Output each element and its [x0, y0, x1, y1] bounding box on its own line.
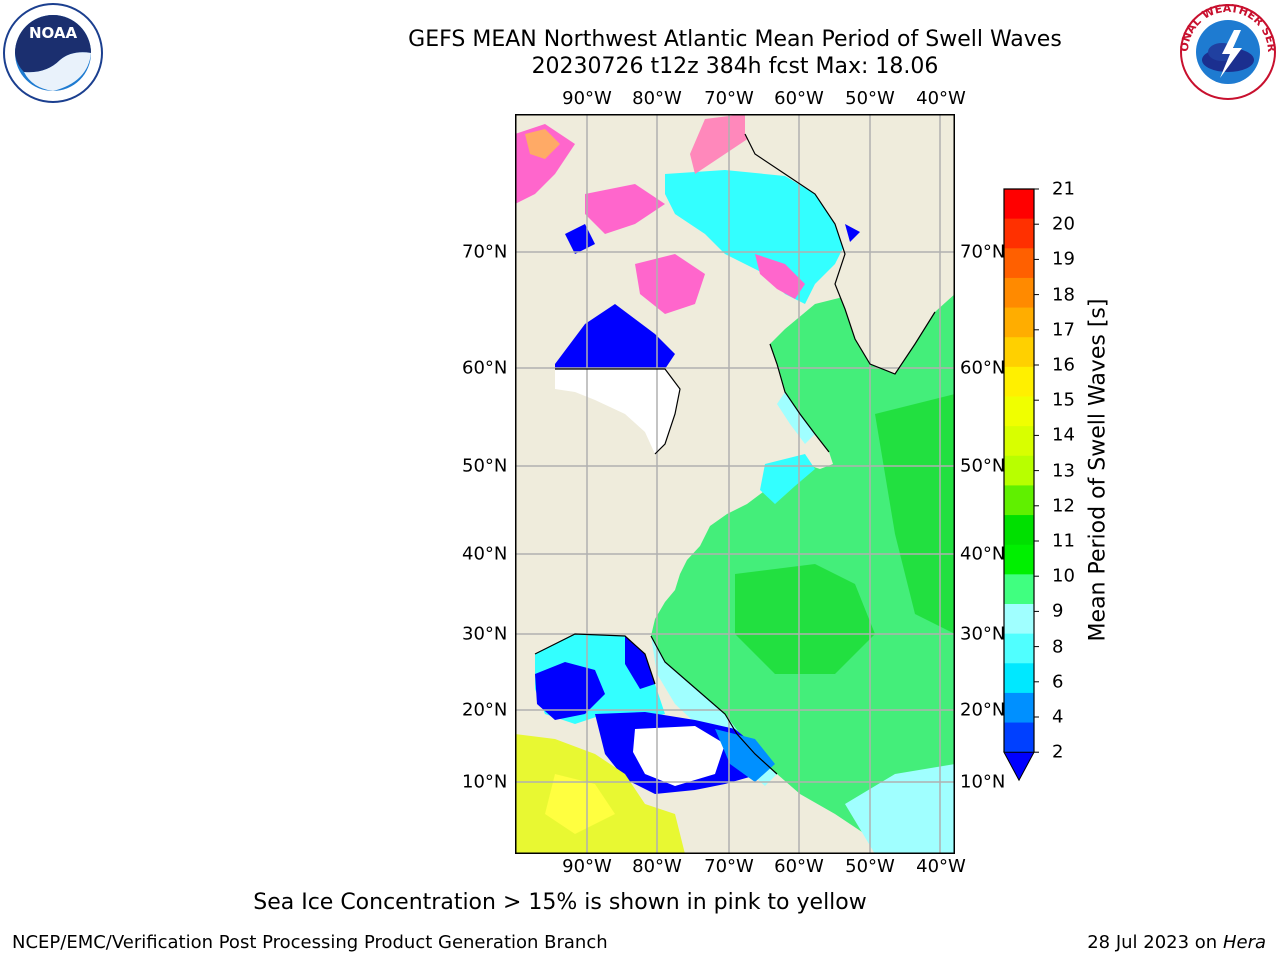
lat-label-right: 70°N — [960, 241, 1006, 263]
colorbar-tick-label: 18 — [1052, 284, 1075, 306]
colorbar-tick-label: 20 — [1052, 213, 1075, 235]
colorbar-tick-label: 17 — [1052, 319, 1075, 341]
noaa-logo-text: NOAA — [29, 24, 78, 42]
labrador-sea — [665, 170, 845, 304]
colorbar-segment — [1004, 426, 1034, 457]
chart-subtitle: 20230726 t12z 384h fcst Max: 18.06 — [531, 54, 939, 79]
colorbar-segment — [1004, 663, 1034, 694]
map-panel — [515, 114, 955, 854]
colorbar-segment — [1004, 248, 1034, 279]
footer-credit: NCEP/EMC/Verification Post Processing Pr… — [12, 932, 608, 953]
colorbar-segment — [1004, 337, 1034, 368]
lat-label-left: 50°N — [462, 455, 508, 477]
nws-logo: NATIONAL WEATHER SERVICE — [1178, 2, 1278, 100]
colorbar-segment — [1004, 307, 1034, 338]
lat-label-right: 40°N — [960, 543, 1006, 565]
lon-label-bottom: 60°W — [774, 856, 824, 877]
colorbar-segment — [1004, 603, 1034, 635]
colorbar-tick-label: 4 — [1052, 706, 1064, 728]
lon-label-bottom: 50°W — [845, 856, 895, 877]
lon-label-top: 50°W — [845, 88, 895, 109]
lon-label-top: 40°W — [916, 88, 966, 109]
lon-label-top: 90°W — [562, 88, 612, 109]
colorbar-segment — [1004, 277, 1034, 309]
colorbar-tick-label: 21 — [1052, 178, 1075, 200]
colorbar-tick-label: 12 — [1052, 495, 1075, 517]
lon-label-top: 80°W — [632, 88, 682, 109]
coastlines — [534, 133, 936, 775]
lat-label-left: 10°N — [462, 771, 508, 793]
lat-label-right: 20°N — [960, 699, 1006, 721]
colorbar-segment — [1004, 544, 1034, 575]
lat-label-right: 10°N — [960, 771, 1006, 793]
lat-label-left: 60°N — [462, 357, 508, 379]
colorbar-tick-label: 13 — [1052, 460, 1075, 482]
lon-label-bottom: 90°W — [562, 856, 612, 877]
lon-label-bottom: 80°W — [632, 856, 682, 877]
hudson-bay — [555, 304, 675, 369]
footer-host: Hera — [1222, 932, 1266, 953]
noaa-logo: NOAA — [3, 3, 103, 103]
lon-label-bottom: 40°W — [916, 856, 966, 877]
colorbar-tick-label: 6 — [1052, 671, 1064, 693]
lat-label-right: 50°N — [960, 455, 1006, 477]
lon-label-bottom: 70°W — [704, 856, 754, 877]
footer-date: 28 Jul 2023 on Hera — [1087, 932, 1266, 953]
colorbar-tick-label: 15 — [1052, 389, 1075, 411]
colorbar-tick-label: 9 — [1052, 600, 1064, 622]
colorbar-segment — [1004, 574, 1034, 605]
lat-label-right: 60°N — [960, 357, 1006, 379]
colorbar-segment — [1004, 485, 1034, 516]
colorbar-segment — [1004, 633, 1034, 664]
colorbar-segment — [1004, 692, 1034, 724]
colorbar-segment — [1004, 218, 1034, 249]
colorbar-segment — [1004, 515, 1034, 546]
colorbar-tick-label: 8 — [1052, 636, 1064, 658]
lat-label-left: 20°N — [462, 699, 508, 721]
lon-label-top: 60°W — [774, 88, 824, 109]
chart-title: GEFS MEAN Northwest Atlantic Mean Period… — [408, 27, 1062, 52]
colorbar-extend-arrow — [1003, 751, 1035, 782]
lat-label-left: 70°N — [462, 241, 508, 263]
sea-ice-note: Sea Ice Concentration > 15% is shown in … — [253, 890, 867, 915]
colorbar-segment — [1004, 366, 1034, 397]
colorbar-tick-label: 19 — [1052, 248, 1075, 270]
colorbar-tick-label: 2 — [1052, 741, 1064, 763]
lat-label-left: 30°N — [462, 623, 508, 645]
colorbar-segment — [1004, 722, 1034, 753]
lat-label-left: 40°N — [462, 543, 508, 565]
lat-label-right: 30°N — [960, 623, 1006, 645]
map-border — [515, 114, 955, 854]
colorbar-tick-label: 10 — [1052, 565, 1075, 587]
colorbar-segment — [1004, 455, 1034, 486]
lon-label-top: 70°W — [704, 88, 754, 109]
colorbar-segment — [1004, 189, 1034, 220]
colorbar — [1003, 188, 1039, 782]
colorbar-segment — [1004, 396, 1034, 427]
footer-date-text: 28 Jul 2023 on — [1087, 932, 1218, 953]
colorbar-tick-label: 11 — [1052, 530, 1075, 552]
colorbar-tick-label: 16 — [1052, 354, 1075, 376]
colorbar-tick-label: 14 — [1052, 424, 1075, 446]
colorbar-title: Mean Period of Swell Waves [s] — [1085, 298, 1111, 642]
